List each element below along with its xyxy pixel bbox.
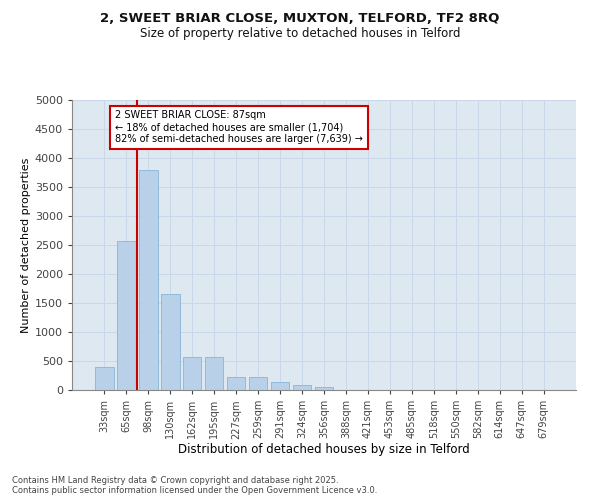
Bar: [95, 368, 113, 390]
Text: Contains HM Land Registry data © Crown copyright and database right 2025.
Contai: Contains HM Land Registry data © Crown c…: [12, 476, 377, 495]
Bar: [183, 357, 202, 390]
Text: Size of property relative to detached houses in Telford: Size of property relative to detached ho…: [140, 28, 460, 40]
Bar: [205, 357, 223, 390]
Bar: [293, 385, 311, 390]
Bar: [161, 294, 179, 390]
Bar: [227, 377, 245, 390]
Bar: [117, 241, 136, 390]
Bar: [314, 387, 334, 390]
X-axis label: Distribution of detached houses by size in Telford: Distribution of detached houses by size …: [178, 442, 470, 456]
Text: 2 SWEET BRIAR CLOSE: 87sqm
← 18% of detached houses are smaller (1,704)
82% of s: 2 SWEET BRIAR CLOSE: 87sqm ← 18% of deta…: [115, 110, 363, 144]
Bar: [249, 377, 268, 390]
Bar: [271, 382, 289, 390]
Text: 2, SWEET BRIAR CLOSE, MUXTON, TELFORD, TF2 8RQ: 2, SWEET BRIAR CLOSE, MUXTON, TELFORD, T…: [100, 12, 500, 26]
Y-axis label: Number of detached properties: Number of detached properties: [20, 158, 31, 332]
Bar: [139, 170, 158, 390]
